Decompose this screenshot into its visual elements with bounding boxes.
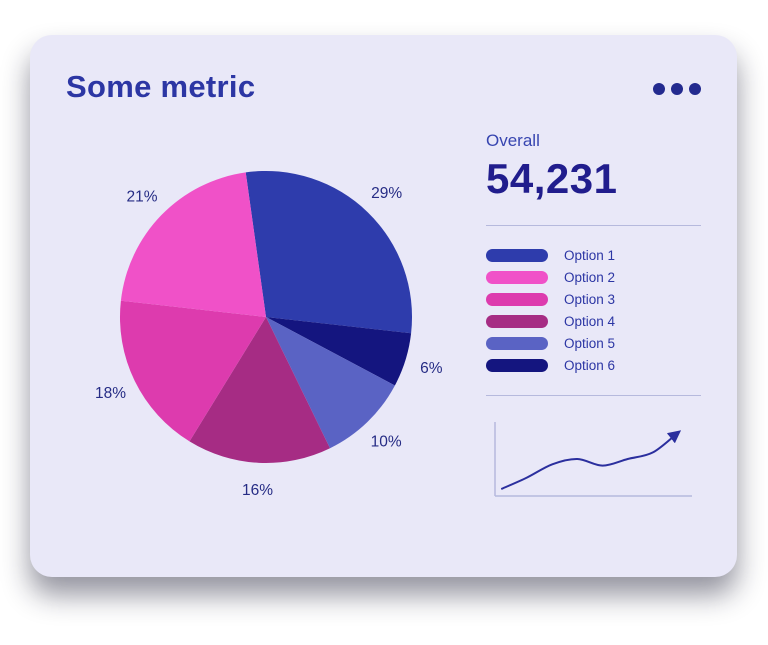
menu-dot <box>671 83 683 95</box>
pie-slice-option-6[interactable] <box>266 317 412 386</box>
pie-slice-percentage: 10% <box>371 433 402 450</box>
pie-slice-percentage: 29% <box>371 185 402 202</box>
pie-slice-percentage: 16% <box>242 482 273 499</box>
trend-sparkline <box>486 418 701 502</box>
pie-slice-percentage: 6% <box>420 360 443 377</box>
legend-label: Option 1 <box>564 248 616 263</box>
pie-slice-option-5[interactable] <box>266 317 395 449</box>
legend-swatch <box>486 359 548 372</box>
pie-slice-option-3[interactable] <box>119 300 267 442</box>
legend-label: Option 5 <box>564 336 616 351</box>
divider <box>486 225 701 226</box>
ellipsis-menu-icon[interactable] <box>653 83 701 95</box>
legend-item: Option 4 <box>486 314 701 329</box>
legend-label: Option 6 <box>564 358 616 373</box>
pie-slice-percentage: 18% <box>95 385 126 402</box>
legend-item: Option 6 <box>486 358 701 373</box>
pie-chart-svg: 29% 6% 10% 16% 18% 21% <box>95 170 443 499</box>
legend: Option 1 Option 2 Option 3 Option 4 Option 5… <box>486 248 701 373</box>
overall-value: 54,231 <box>486 155 618 202</box>
legend-label: Option 2 <box>564 270 616 285</box>
card-header: Some metric <box>66 69 701 105</box>
pie-slice-option-1[interactable] <box>245 170 413 334</box>
pie-slice-percentage: 21% <box>126 188 157 205</box>
overall-label: Overall <box>486 131 540 150</box>
legend-label: Option 4 <box>564 314 616 329</box>
legend-swatch <box>486 315 548 328</box>
menu-dot <box>653 83 665 95</box>
legend-item: Option 1 <box>486 248 701 263</box>
divider <box>486 395 701 396</box>
card-title: Some metric <box>66 69 256 104</box>
pie-chart: 29% 6% 10% 16% 18% 21% <box>66 127 486 507</box>
legend-swatch <box>486 293 548 306</box>
spark-line <box>501 430 682 490</box>
legend-swatch <box>486 271 548 284</box>
legend-item: Option 5 <box>486 336 701 351</box>
menu-dot <box>689 83 701 95</box>
pie-slice-option-4[interactable] <box>189 317 331 464</box>
legend-swatch <box>486 249 548 262</box>
legend-swatch <box>486 337 548 350</box>
legend-item: Option 2 <box>486 270 701 285</box>
metric-card: Some metric 29% 6% 10% 16% 18% 21% Overall 54… <box>30 35 737 577</box>
pie-slice-option-2[interactable] <box>120 172 267 317</box>
card-body: 29% 6% 10% 16% 18% 21% Overall 54,231 Option … <box>66 105 701 507</box>
trend-sparkline-svg <box>494 422 692 497</box>
legend-label: Option 3 <box>564 292 616 307</box>
legend-item: Option 3 <box>486 292 701 307</box>
